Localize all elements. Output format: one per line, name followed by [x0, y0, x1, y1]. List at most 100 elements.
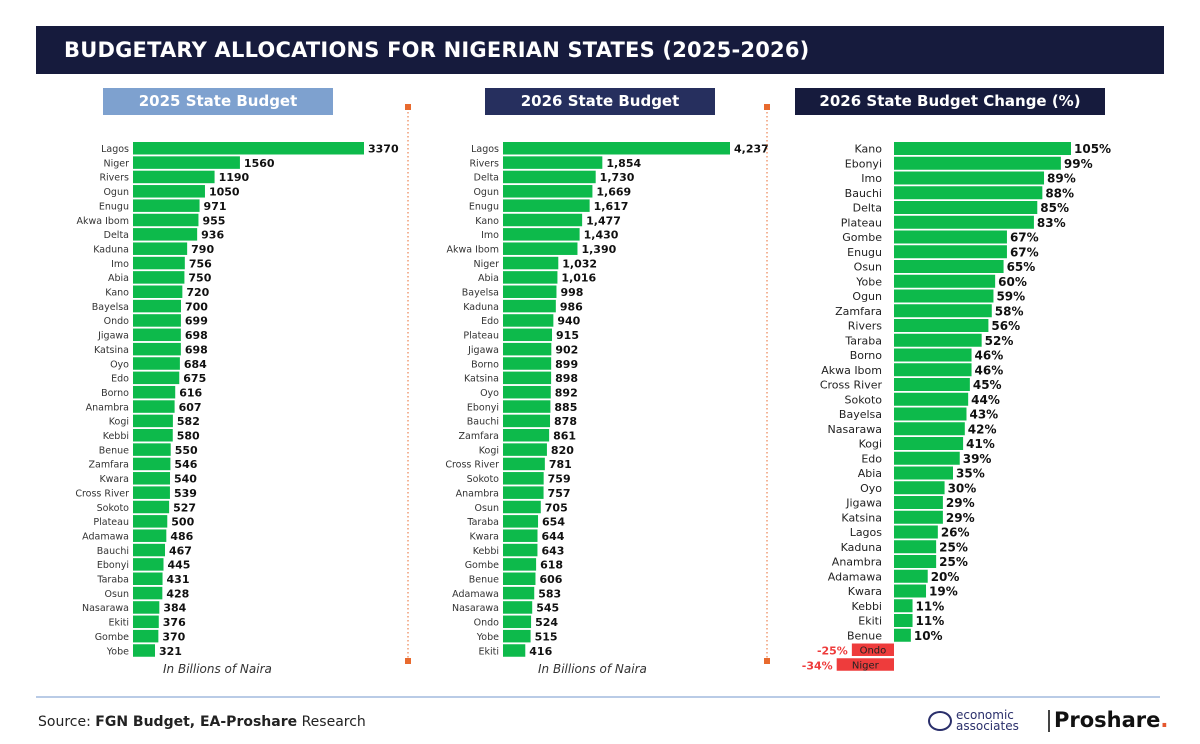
value-label: 1,016: [561, 272, 596, 285]
value-label: 580: [177, 430, 200, 443]
value-label: 105%: [1074, 142, 1111, 156]
value-label: 1,477: [586, 214, 621, 227]
value-label: 376: [163, 616, 186, 629]
value-label: 99%: [1064, 157, 1093, 171]
change-bar-sokoto: [894, 392, 969, 406]
value-label: 67%: [1010, 245, 1039, 259]
category-label: Delta: [104, 230, 129, 241]
category-label: Lagos: [471, 144, 499, 155]
value-label: 10%: [914, 629, 943, 643]
bar-0-sokoto: [133, 500, 170, 514]
value-label: 85%: [1040, 201, 1069, 215]
category-label: Ogun: [852, 290, 882, 303]
category-label: Yobe: [476, 632, 499, 643]
value-label: 540: [174, 473, 197, 486]
category-label: Abia: [858, 467, 882, 480]
value-label: 467: [169, 544, 192, 557]
category-label: Benue: [469, 575, 499, 586]
category-label: Borno: [101, 388, 129, 399]
value-label: 65%: [1007, 260, 1036, 274]
value-label: 1190: [219, 171, 250, 184]
value-label: 1050: [209, 186, 240, 199]
value-label: 1,032: [562, 257, 597, 270]
bar-1-nasarawa: [503, 601, 533, 614]
value-label: 750: [188, 272, 211, 285]
category-label: Imo: [111, 259, 129, 270]
bar-0-kogi: [133, 414, 173, 428]
ea-logo-line2: associates: [956, 719, 1019, 733]
divider-marker: [764, 104, 770, 110]
value-label: 88%: [1045, 186, 1074, 200]
value-label: 515: [535, 630, 558, 643]
change-bar-lagos: [894, 525, 938, 539]
value-label: 29%: [946, 511, 975, 525]
category-label: Borno: [471, 359, 499, 370]
value-label: 1,669: [596, 186, 631, 199]
category-label: Jigawa: [97, 331, 129, 342]
change-bar-adamawa: [894, 569, 928, 583]
change-bar-oyo: [894, 481, 945, 495]
value-label: 757: [548, 487, 571, 500]
value-label: 915: [556, 329, 579, 342]
value-label: 986: [560, 300, 583, 313]
source-bold: FGN Budget, EA-Proshare: [95, 714, 298, 730]
change-bar-taraba: [894, 333, 982, 347]
category-label: Kano: [475, 216, 499, 227]
value-label: 384: [163, 602, 186, 615]
change-bar-borno: [894, 348, 972, 362]
value-label: 539: [174, 487, 197, 500]
bar-0-ebonyi: [133, 558, 164, 571]
category-label: Anambra: [86, 402, 129, 413]
bar-1-katsina: [503, 371, 552, 385]
bar-0-gombe: [133, 629, 159, 643]
panel-title-2025: 2025 State Budget: [103, 88, 333, 115]
bar-0-rivers: [133, 170, 215, 184]
category-label: Kwara: [99, 474, 129, 485]
value-label: 4,237: [734, 143, 769, 156]
change-bar-niger: [836, 658, 894, 671]
value-label: 52%: [985, 334, 1014, 348]
value-label: 654: [542, 516, 565, 529]
change-bar-cross-river: [894, 378, 970, 391]
value-label: 644: [542, 530, 565, 543]
category-label: Kebbi: [852, 600, 882, 613]
value-label: 26%: [941, 526, 970, 540]
value-label: 370: [162, 630, 185, 643]
unit-label-2026: In Billions of Naira: [538, 662, 647, 676]
value-label: 3370: [368, 143, 399, 156]
category-label: Ekiti: [478, 646, 499, 657]
category-label: Yobe: [855, 275, 882, 288]
bar-1-cross-river: [503, 457, 545, 471]
value-label: 1,390: [581, 243, 616, 256]
value-label: 971: [204, 200, 227, 213]
ea-logo-line1: economic: [956, 708, 1014, 722]
category-label: Bayelsa: [92, 302, 129, 313]
category-label: Anambra: [456, 488, 499, 499]
value-label: 820: [551, 444, 574, 457]
category-label: Cross River: [820, 379, 883, 392]
ea-logo-icon: [928, 711, 952, 731]
category-label: Enugu: [469, 201, 499, 212]
change-bar-nasarawa: [894, 422, 965, 436]
category-label: Adamawa: [82, 531, 129, 542]
category-label: Niger: [103, 158, 129, 169]
bar-1-bauchi: [503, 414, 551, 428]
category-label: Bayelsa: [839, 408, 882, 421]
value-label: 11%: [916, 614, 945, 628]
bar-1-ekiti: [503, 644, 526, 657]
category-label: Edo: [481, 316, 499, 327]
change-bar-akwa-ibom: [894, 363, 972, 377]
value-label: 89%: [1047, 172, 1076, 186]
value-label: 60%: [998, 275, 1027, 289]
change-bar-gombe: [894, 230, 1007, 244]
bar-0-cross-river: [133, 486, 170, 499]
bar-0-kebbi: [133, 429, 173, 442]
proshare-logo-text: Proshare: [1054, 708, 1161, 732]
source-prefix: Source:: [38, 714, 96, 730]
bar-1-ondo: [503, 615, 532, 629]
category-label: Enugu: [99, 201, 129, 212]
change-bar-kwara: [894, 584, 927, 598]
change-bar-delta: [894, 201, 1038, 214]
category-label: Oyo: [480, 388, 499, 399]
